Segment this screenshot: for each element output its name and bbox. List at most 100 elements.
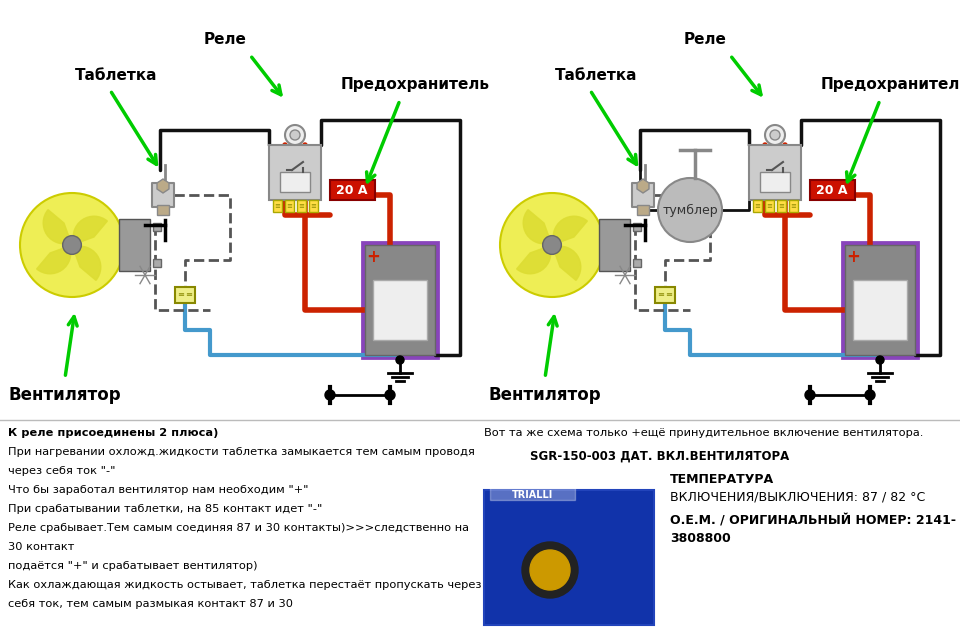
Wedge shape — [523, 210, 551, 244]
Bar — [777, 200, 786, 212]
Bar — [632, 183, 654, 207]
Circle shape — [865, 390, 875, 400]
Bar — [119, 219, 150, 271]
Text: 20 А: 20 А — [336, 183, 368, 197]
Circle shape — [805, 390, 815, 400]
Circle shape — [20, 193, 124, 297]
Text: ≡: ≡ — [766, 203, 772, 209]
Text: ≡: ≡ — [286, 203, 292, 209]
Bar — [842, 242, 918, 358]
Bar — [637, 205, 649, 215]
Bar — [490, 465, 575, 500]
Text: Что бы заработал вентилятор нам необходим "+": Что бы заработал вентилятор нам необходи… — [8, 485, 308, 495]
Bar — [273, 200, 282, 212]
Text: 30 контакт: 30 контакт — [8, 542, 74, 552]
Text: При нагревании охложд.жидкости таблетка замыкается тем самым проводя: При нагревании охложд.жидкости таблетка … — [8, 447, 475, 457]
Wedge shape — [553, 246, 581, 280]
Text: +: + — [366, 248, 380, 266]
Circle shape — [500, 193, 604, 297]
Text: ≡: ≡ — [790, 203, 796, 209]
Bar — [285, 200, 294, 212]
Bar — [633, 259, 640, 267]
Bar — [269, 145, 321, 200]
Circle shape — [325, 390, 335, 400]
Wedge shape — [36, 246, 71, 274]
Bar — [760, 172, 790, 192]
Bar — [810, 180, 855, 200]
Bar — [365, 245, 435, 355]
Text: 3808800: 3808800 — [670, 532, 731, 545]
Text: ВКЛЮЧЕНИЯ/ВЫКЛЮЧЕНИЯ: 87 / 82 °С: ВКЛЮЧЕНИЯ/ВЫКЛЮЧЕНИЯ: 87 / 82 °С — [670, 490, 925, 503]
Text: Предохранитель: Предохранитель — [821, 77, 960, 93]
Wedge shape — [516, 246, 551, 274]
Bar — [845, 245, 915, 355]
Bar — [789, 200, 798, 212]
Wedge shape — [43, 210, 71, 244]
Circle shape — [62, 236, 82, 255]
Bar — [753, 200, 762, 212]
Circle shape — [876, 356, 884, 364]
Circle shape — [290, 130, 300, 140]
Text: SGR-150-003 ДАТ. ВКЛ.ВЕНТИЛЯТОРА: SGR-150-003 ДАТ. ВКЛ.ВЕНТИЛЯТОРА — [530, 450, 790, 463]
Wedge shape — [73, 216, 108, 244]
Bar — [153, 259, 160, 267]
Text: Реле срабывает.Тем самым соединяя 87 и 30 контакты)>>>следственно на: Реле срабывает.Тем самым соединяя 87 и 3… — [8, 523, 469, 533]
Text: О.Е.М. / ОРИГИНАЛЬНЫЙ НОМЕР: 2141-: О.Е.М. / ОРИГИНАЛЬНЫЙ НОМЕР: 2141- — [670, 515, 956, 528]
Text: тумблер: тумблер — [662, 203, 718, 217]
Bar — [330, 180, 375, 200]
Text: Вентилятор: Вентилятор — [9, 386, 121, 404]
Text: ≡: ≡ — [274, 203, 280, 209]
Bar — [297, 200, 306, 212]
Bar — [853, 280, 907, 340]
Bar — [157, 205, 169, 215]
Text: Предохранитель: Предохранитель — [341, 77, 490, 93]
Polygon shape — [157, 179, 169, 193]
Text: ≡: ≡ — [665, 290, 673, 299]
Bar — [599, 219, 630, 271]
Text: ≡: ≡ — [754, 203, 760, 209]
Circle shape — [522, 542, 578, 598]
Circle shape — [765, 125, 785, 145]
Text: Реле: Реле — [204, 33, 247, 47]
Text: Вентилятор: Вентилятор — [489, 386, 601, 404]
Bar — [484, 490, 654, 625]
Wedge shape — [73, 246, 101, 280]
Text: через себя ток "-": через себя ток "-" — [8, 466, 115, 476]
Bar — [152, 183, 174, 207]
Bar — [175, 287, 195, 303]
Text: 20 А: 20 А — [816, 183, 848, 197]
Text: Реле: Реле — [684, 33, 727, 47]
Bar — [373, 280, 427, 340]
Text: ≡: ≡ — [658, 290, 664, 299]
Text: При срабатывании таблетки, на 85 контакт идет "-": При срабатывании таблетки, на 85 контакт… — [8, 504, 323, 514]
Polygon shape — [637, 179, 649, 193]
Bar — [765, 200, 774, 212]
Text: Как охлаждающая жидкость остывает, таблетка перестаёт пропускать через: Как охлаждающая жидкость остывает, табле… — [8, 580, 482, 590]
Text: ТЕМПЕРАТУРА: ТЕМПЕРАТУРА — [670, 473, 774, 486]
Circle shape — [385, 390, 395, 400]
Text: ≡: ≡ — [178, 290, 184, 299]
Bar — [633, 223, 640, 231]
Text: Вот та же схема только +ещё принудительное включение вентилятора.: Вот та же схема только +ещё принудительн… — [484, 428, 924, 438]
Text: ≡: ≡ — [778, 203, 784, 209]
Bar — [749, 145, 801, 200]
Bar — [153, 223, 160, 231]
Circle shape — [658, 178, 722, 242]
Circle shape — [396, 356, 404, 364]
Bar — [309, 200, 318, 212]
Bar — [362, 242, 438, 358]
Bar — [655, 287, 675, 303]
Bar — [280, 172, 310, 192]
Text: подаётся "+" и срабатывает вентилятор): подаётся "+" и срабатывает вентилятор) — [8, 561, 257, 571]
Text: TRIALLI: TRIALLI — [513, 490, 554, 500]
Text: ≡: ≡ — [310, 203, 316, 209]
Text: +: + — [846, 248, 860, 266]
Wedge shape — [553, 216, 588, 244]
Text: ≡: ≡ — [298, 203, 304, 209]
Text: Таблетка: Таблетка — [555, 67, 637, 83]
Circle shape — [770, 130, 780, 140]
Circle shape — [542, 236, 562, 255]
Text: себя ток, тем самым размыкая контакт 87 и 30: себя ток, тем самым размыкая контакт 87 … — [8, 599, 293, 609]
Text: К реле присоединены 2 плюса): К реле присоединены 2 плюса) — [8, 428, 218, 438]
Text: Таблетка: Таблетка — [75, 67, 157, 83]
